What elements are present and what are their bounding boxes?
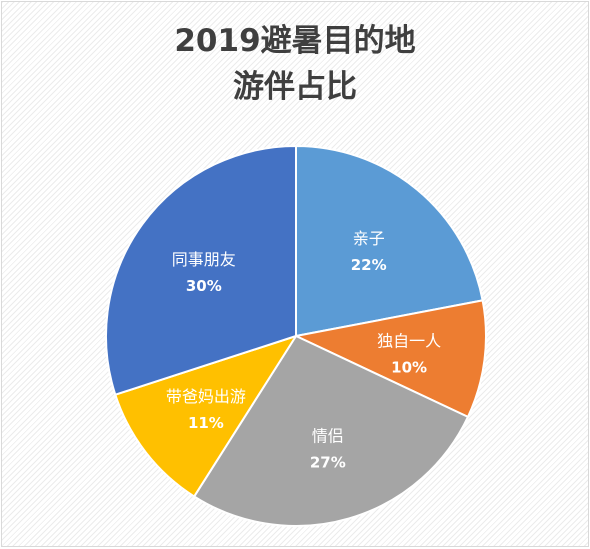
slice-category-label-3: 情侣 (312, 427, 344, 446)
chart-title-line-2: 游伴占比 (233, 69, 357, 105)
pie-slice-5 (105, 145, 297, 396)
slice-percent-label-2: 10% (391, 358, 427, 376)
slice-percent-label-3: 27% (310, 454, 346, 472)
chart-title: 2019避暑目的地 游伴占比 (2, 18, 588, 110)
pie-slice-2 (295, 299, 487, 418)
slice-category-label-1: 亲子 (353, 229, 385, 248)
slice-percent-label-4: 11% (188, 414, 224, 432)
slice-percent-label-5: 30% (186, 277, 222, 295)
pie-slice-4 (114, 335, 297, 498)
slice-category-label-2: 独自一人 (377, 331, 441, 350)
pie-data-labels: 亲子 22% 独自一人 10% 情侣 27% 带爸妈出游 11% 同事朋友 30% (166, 229, 441, 471)
slice-percent-label-1: 22% (351, 256, 387, 274)
slice-category-label-4: 带爸妈出游 (166, 387, 246, 406)
pie-slice-3 (193, 335, 469, 527)
pie-slice-1 (295, 145, 484, 337)
slice-category-label-5: 同事朋友 (172, 250, 236, 269)
pie-slices (105, 145, 487, 527)
chart-title-line-1: 2019避暑目的地 (174, 23, 416, 59)
